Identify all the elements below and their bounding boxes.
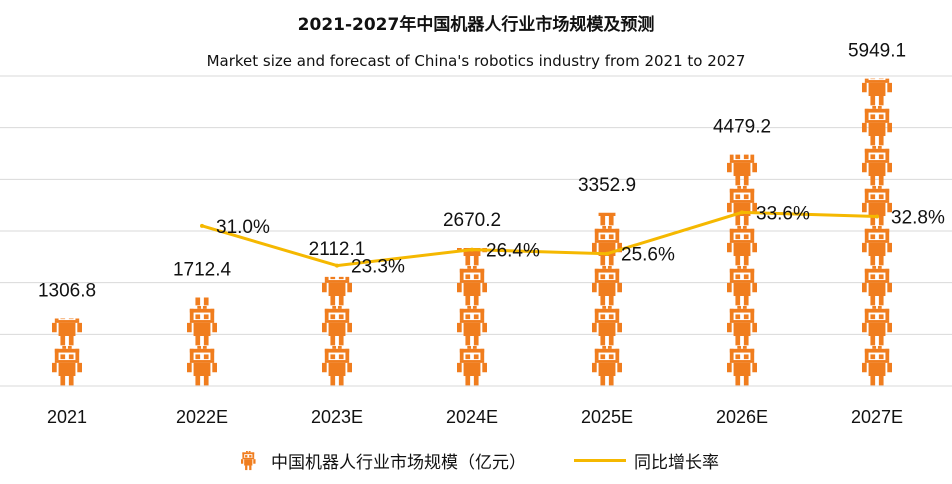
bar-2023E [322, 276, 352, 386]
bar-2025E [592, 212, 622, 386]
legend-label-market-size: 中国机器人行业市场规模（亿元） [271, 453, 526, 473]
x-tick-label: 2026E [716, 407, 768, 427]
bar-value-label: 5949.1 [848, 41, 906, 62]
robot-icon [862, 266, 892, 306]
robot-icon [862, 226, 892, 266]
x-tick-label: 2021 [47, 407, 87, 427]
robot-icon [727, 154, 757, 186]
robot-icon [592, 306, 622, 346]
robot-icon [862, 78, 892, 106]
growth-rate-point [470, 247, 474, 252]
bar-value-label: 2112.1 [309, 239, 366, 260]
bar-value-label: 1306.8 [38, 280, 96, 301]
bar-2027E [862, 78, 892, 386]
robot-icon [322, 346, 352, 386]
x-tick-label: 2027E [851, 407, 903, 427]
bar-2026E [727, 154, 757, 386]
bar-value-label: 2670.2 [443, 210, 501, 231]
growth-rate-label: 25.6% [621, 245, 675, 266]
x-tick-label: 2025E [581, 407, 633, 427]
robot-icon [52, 318, 82, 346]
robot-icon [727, 306, 757, 346]
robot-icon [457, 266, 487, 306]
robot-icon [862, 106, 892, 146]
robot-icon [727, 346, 757, 386]
bar-2021 [52, 318, 82, 386]
bar-2024E [457, 248, 487, 386]
growth-rate-point [875, 214, 879, 219]
growth-rate-point [335, 263, 339, 268]
growth-rate-label: 31.0% [216, 217, 270, 238]
robot-icon [187, 306, 217, 346]
robot-icon [727, 186, 757, 226]
robot-icon [195, 297, 209, 306]
growth-rate-label: 26.4% [486, 241, 540, 262]
robot-icon [457, 346, 487, 386]
robot-icon [322, 276, 352, 306]
bar-value-label: 3352.9 [578, 175, 636, 196]
robot-icon [862, 146, 892, 186]
chart-subtitle: Market size and forecast of China's robo… [206, 52, 746, 70]
bar-value-label: 4479.2 [713, 117, 771, 138]
legend-label-growth-rate: 同比增长率 [634, 453, 719, 473]
legend-item-growth-rate[interactable]: 同比增长率 [574, 448, 719, 473]
legend: 中国机器人行业市场规模（亿元） 同比增长率 [0, 448, 952, 473]
robot-icon [52, 346, 82, 386]
robot-icon [598, 212, 616, 226]
bar-value-label: 1712.4 [173, 260, 232, 281]
robot-icon [187, 346, 217, 386]
robot-icon [457, 248, 487, 266]
robot-icon [862, 186, 892, 226]
growth-rate-point [605, 251, 609, 256]
robot-icon [727, 226, 757, 266]
robot-icon [862, 306, 892, 346]
robot-icon [592, 226, 622, 266]
x-tick-label: 2022E [176, 407, 228, 427]
growth-rate-label: 23.3% [351, 257, 405, 278]
robot-icon [457, 306, 487, 346]
robot-icon [862, 346, 892, 386]
chart-title: 2021-2027年中国机器人行业市场规模及预测 [297, 15, 655, 35]
growth-rate-point [200, 223, 204, 228]
robot-icon [592, 346, 622, 386]
robot-icon [241, 450, 256, 470]
robot-icon [322, 306, 352, 346]
legend-line-swatch [574, 459, 626, 462]
growth-rate-label: 32.8% [891, 208, 945, 229]
legend-item-market-size[interactable]: 中国机器人行业市场规模（亿元） [233, 448, 526, 473]
x-tick-label: 2024E [446, 407, 498, 427]
growth-rate-point [740, 210, 744, 215]
bar-2022E [187, 297, 217, 386]
growth-rate-label: 33.6% [756, 203, 810, 224]
x-tick-label: 2023E [311, 407, 363, 427]
robot-icon [592, 266, 622, 306]
growth-rate-line [201, 210, 878, 268]
robot-icon [727, 266, 757, 306]
